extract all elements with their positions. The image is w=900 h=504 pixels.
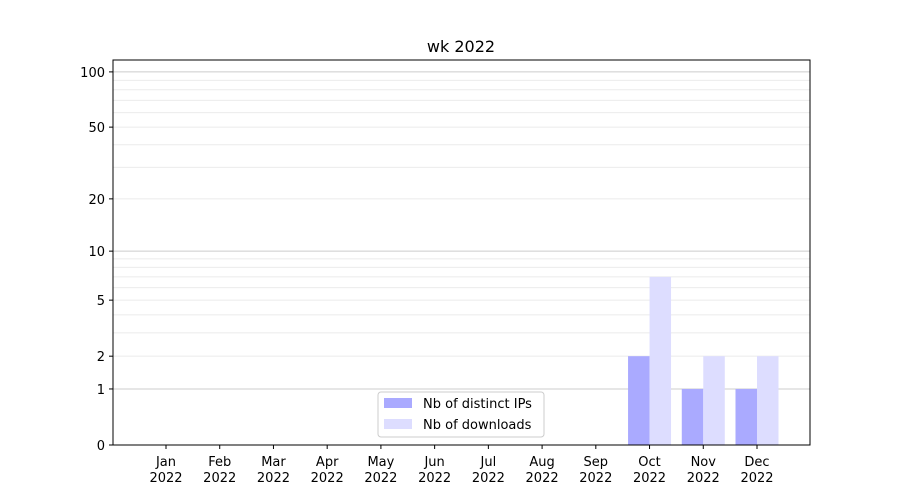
chart-title: wk 2022 bbox=[427, 37, 495, 56]
y-tick-label: 20 bbox=[88, 193, 105, 208]
bar-downloads bbox=[703, 356, 725, 445]
x-tick-label: 2022 bbox=[364, 471, 397, 486]
bar-ips bbox=[681, 388, 704, 445]
bar-ips bbox=[628, 356, 650, 445]
x-tick-label: 2022 bbox=[472, 471, 505, 486]
y-tick-label: 5 bbox=[97, 294, 105, 309]
x-tick-label: 2022 bbox=[526, 471, 559, 486]
legend-label-downloads: Nb of downloads bbox=[423, 418, 532, 433]
legend-swatch-downloads bbox=[384, 419, 412, 429]
x-tick-label: 2022 bbox=[633, 471, 666, 486]
x-tick-label: Sep bbox=[584, 455, 609, 470]
legend-swatch-ips bbox=[384, 398, 412, 408]
bars bbox=[628, 276, 779, 445]
x-tick-label: 2022 bbox=[687, 471, 720, 486]
y-axis: 0 1 2 5 10 20 50 100 bbox=[80, 66, 113, 454]
plot-frame bbox=[112, 59, 811, 446]
legend-label-ips: Nb of distinct IPs bbox=[423, 397, 532, 412]
bar-ips bbox=[735, 388, 757, 445]
x-tick-label: 2022 bbox=[418, 471, 451, 486]
x-tick-label: Apr bbox=[316, 455, 339, 470]
legend: Nb of distinct IPs Nb of downloads bbox=[377, 391, 545, 438]
x-tick-label: 2022 bbox=[740, 471, 773, 486]
x-tick-label: Mar bbox=[261, 455, 286, 470]
x-axis: Jan2022Feb2022Mar2022Apr2022May2022Jun20… bbox=[149, 445, 774, 486]
x-tick-label: Oct bbox=[638, 455, 660, 470]
bar-downloads bbox=[649, 276, 672, 445]
y-tick-label: 2 bbox=[97, 350, 105, 365]
bar-downloads bbox=[757, 356, 779, 445]
legend-box bbox=[377, 391, 545, 438]
x-tick-label: Jul bbox=[480, 455, 497, 470]
x-tick-label: Jun bbox=[423, 455, 444, 470]
x-tick-label: Aug bbox=[529, 455, 554, 470]
x-tick-label: Dec bbox=[744, 455, 769, 470]
y-tick-label: 1 bbox=[97, 383, 105, 398]
x-tick-label: Feb bbox=[208, 455, 231, 470]
x-tick-label: 2022 bbox=[257, 471, 290, 486]
x-tick-label: May bbox=[367, 455, 394, 470]
x-tick-label: 2022 bbox=[579, 471, 612, 486]
x-tick-label: Jan bbox=[155, 455, 176, 470]
x-tick-label: 2022 bbox=[203, 471, 236, 486]
y-tick-label: 50 bbox=[88, 121, 105, 136]
x-tick-label: 2022 bbox=[149, 471, 182, 486]
y-tick-label: 10 bbox=[88, 245, 105, 260]
x-tick-label: Nov bbox=[691, 455, 717, 470]
y-tick-label: 100 bbox=[80, 66, 105, 81]
x-tick-label: 2022 bbox=[311, 471, 344, 486]
y-tick-label: 0 bbox=[97, 439, 105, 454]
grid bbox=[113, 71, 810, 390]
